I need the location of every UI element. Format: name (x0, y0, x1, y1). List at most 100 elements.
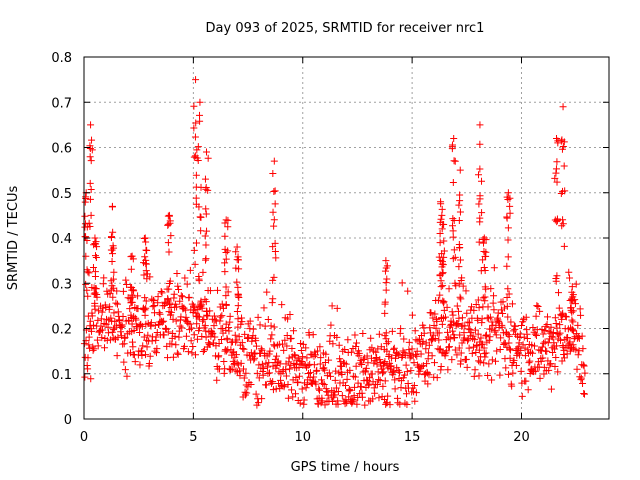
data-point (322, 350, 330, 358)
data-point (222, 248, 230, 256)
data-point (488, 318, 496, 326)
data-point (269, 276, 277, 284)
data-point (180, 342, 188, 350)
data-point (336, 355, 344, 363)
data-point (277, 376, 285, 384)
data-point (443, 328, 451, 336)
data-point (578, 332, 586, 340)
data-point (272, 385, 280, 393)
data-point (505, 339, 513, 347)
data-point (93, 243, 101, 251)
data-point (478, 315, 486, 323)
data-point (201, 232, 209, 240)
data-point (439, 261, 447, 269)
data-point (273, 352, 281, 360)
data-point (449, 233, 457, 241)
data-point (196, 98, 204, 106)
data-point (457, 357, 465, 365)
data-point (554, 368, 562, 376)
data-point (503, 262, 511, 270)
data-point (169, 315, 177, 323)
data-point (433, 374, 441, 382)
data-point (166, 311, 174, 319)
data-point (172, 317, 180, 325)
data-point (481, 353, 489, 361)
data-point (455, 217, 463, 225)
data-point (103, 336, 111, 344)
data-point (507, 318, 515, 326)
data-point (375, 330, 383, 338)
data-point (456, 256, 464, 264)
data-point (449, 178, 457, 186)
data-point (452, 282, 460, 290)
data-point (270, 222, 278, 230)
data-point (153, 345, 161, 353)
data-point (113, 352, 121, 360)
data-point (498, 323, 506, 331)
data-point (86, 179, 94, 187)
data-point (482, 331, 490, 339)
data-point (455, 201, 463, 209)
data-point (108, 257, 116, 265)
data-point (232, 248, 240, 256)
data-point (508, 300, 516, 308)
data-point (387, 362, 395, 370)
data-point (475, 346, 483, 354)
data-point (559, 309, 567, 317)
data-point (496, 346, 504, 354)
data-point (541, 338, 549, 346)
data-point (217, 335, 225, 343)
data-point (553, 178, 561, 186)
data-point (371, 389, 379, 397)
data-point (504, 313, 512, 321)
data-point (197, 302, 205, 310)
data-point (448, 143, 456, 151)
data-point (506, 345, 514, 353)
data-point (560, 162, 568, 170)
data-point (566, 274, 574, 282)
data-point (354, 379, 362, 387)
data-point (401, 351, 409, 359)
data-point (172, 341, 180, 349)
data-point (143, 275, 151, 283)
data-point (114, 333, 122, 341)
data-point (156, 310, 164, 318)
data-point (459, 282, 467, 290)
data-point (222, 216, 230, 224)
data-point (345, 393, 353, 401)
data-point (210, 312, 218, 320)
data-point (396, 400, 404, 408)
data-point (482, 285, 490, 293)
data-point (464, 318, 472, 326)
data-point (200, 316, 208, 324)
data-point (109, 293, 117, 301)
data-point (517, 346, 525, 354)
data-point (389, 368, 397, 376)
data-point (325, 356, 333, 364)
data-point (221, 245, 229, 253)
data-point (190, 124, 198, 132)
data-point (439, 299, 447, 307)
data-point (522, 313, 530, 321)
data-point (209, 329, 217, 337)
data-point (273, 362, 281, 370)
data-point (382, 279, 390, 287)
data-point (281, 336, 289, 344)
data-point (379, 369, 387, 377)
y-tick-label: 0.1 (51, 368, 72, 383)
data-point (164, 239, 172, 247)
data-point (486, 333, 494, 341)
data-point (437, 257, 445, 265)
data-point (86, 317, 94, 325)
data-point (446, 335, 454, 343)
data-point (220, 357, 228, 365)
data-point (504, 236, 512, 244)
data-point (193, 320, 201, 328)
data-point (373, 360, 381, 368)
data-point (551, 174, 559, 182)
data-point (449, 311, 457, 319)
data-point (142, 304, 150, 312)
data-point (412, 351, 420, 359)
data-point (524, 386, 532, 394)
data-point (458, 339, 466, 347)
